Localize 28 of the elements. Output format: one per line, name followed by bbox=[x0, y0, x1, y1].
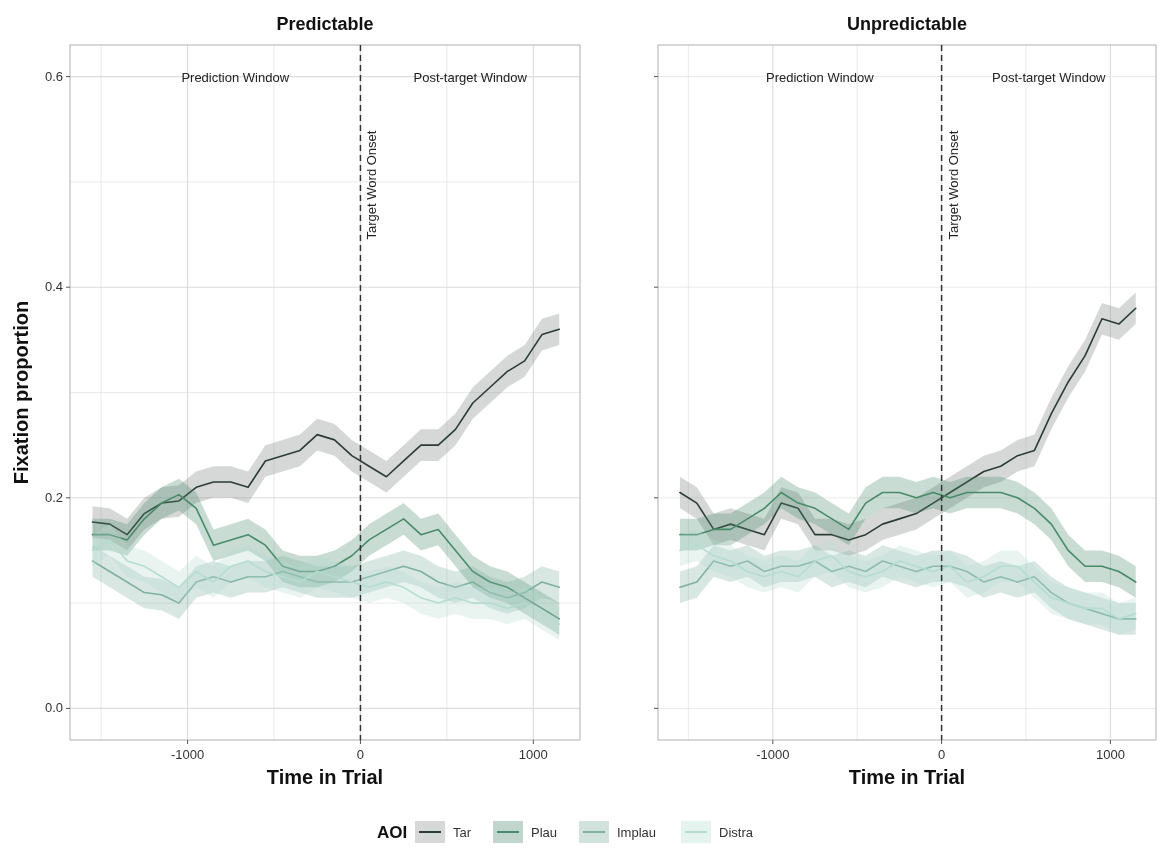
annotation: Prediction Window bbox=[765, 70, 875, 85]
annotation: Prediction Window bbox=[181, 70, 290, 85]
legend-label: Distra bbox=[719, 825, 754, 840]
chart-title: Predictable bbox=[276, 14, 374, 34]
y-tick-label: 0.0 bbox=[44, 700, 63, 716]
legend-label: Plau bbox=[531, 825, 558, 840]
legend-title: AOI bbox=[377, 823, 408, 842]
x-axis-title: Time in Trial bbox=[848, 766, 966, 788]
x-tick-label: 0 bbox=[356, 747, 365, 762]
legend-label: Tar bbox=[453, 825, 472, 840]
y-tick-label: 0.2 bbox=[44, 489, 63, 505]
annotation: Post-target Window bbox=[992, 70, 1107, 85]
x-tick-label: -1000 bbox=[170, 747, 205, 762]
legend-label: Implau bbox=[617, 825, 657, 840]
chart-title: Unpredictable bbox=[846, 14, 968, 34]
ref-line-label: Target Word Onset bbox=[945, 130, 961, 240]
x-axis-title: Time in Trial bbox=[266, 766, 384, 788]
ref-line-label: Target Word Onset bbox=[364, 130, 380, 240]
x-tick-label: 0 bbox=[937, 747, 946, 762]
x-tick-label: 1000 bbox=[1095, 747, 1125, 762]
y-tick-label: 0.4 bbox=[44, 279, 63, 295]
line-series bbox=[91, 493, 561, 620]
line-series bbox=[91, 560, 561, 604]
x-tick-label: -1000 bbox=[756, 747, 790, 762]
y-tick-label: 0.6 bbox=[44, 68, 63, 84]
y-axis-title: Fixation proportion bbox=[10, 300, 32, 485]
annotation: Post-target Window bbox=[413, 70, 528, 85]
x-tick-label: 1000 bbox=[518, 747, 548, 762]
